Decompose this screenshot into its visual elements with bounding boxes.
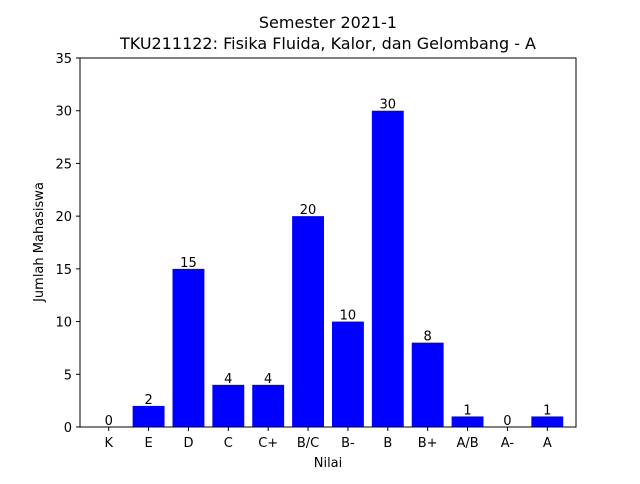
y-axis: 0 5 10 15 20 25 30 35 bbox=[55, 52, 80, 436]
bar-value-label: 0 bbox=[503, 414, 511, 429]
x-tick-label: C bbox=[224, 436, 233, 451]
chart-subtitle: TKU211122: Fisika Fluida, Kalor, dan Gel… bbox=[119, 34, 536, 53]
x-axis-label: Nilai bbox=[314, 456, 343, 471]
x-tick-label: B bbox=[383, 436, 392, 451]
bar-value-label: 1 bbox=[463, 403, 471, 418]
y-tick-label: 0 bbox=[64, 421, 72, 436]
bar bbox=[172, 268, 205, 427]
y-tick-label: 5 bbox=[64, 368, 72, 383]
x-tick-label: A- bbox=[501, 436, 515, 451]
bars-layer bbox=[132, 110, 564, 427]
plot-frame bbox=[79, 57, 577, 428]
bar bbox=[371, 110, 404, 427]
x-tick-label: K bbox=[104, 436, 113, 451]
x-tick-label: C+ bbox=[258, 436, 278, 451]
bar-value-label: 20 bbox=[300, 203, 317, 218]
bar bbox=[531, 416, 564, 427]
bar bbox=[252, 384, 285, 427]
bar-value-label: 0 bbox=[105, 414, 113, 429]
y-tick-label: 25 bbox=[55, 157, 72, 172]
bar bbox=[212, 384, 245, 427]
y-tick-label: 20 bbox=[55, 210, 72, 225]
bar bbox=[292, 216, 325, 427]
x-tick-label: B+ bbox=[418, 436, 438, 451]
bar bbox=[132, 405, 165, 427]
bar bbox=[331, 321, 364, 427]
bar-value-label: 30 bbox=[380, 98, 397, 113]
bar bbox=[411, 342, 444, 427]
y-tick-label: 10 bbox=[55, 316, 72, 331]
bar-value-label: 2 bbox=[144, 393, 152, 408]
bar-value-label: 1 bbox=[543, 403, 551, 418]
bar bbox=[451, 416, 484, 427]
x-tick-label: E bbox=[144, 436, 152, 451]
x-tick-label: B/C bbox=[297, 436, 319, 451]
x-axis: K E D C C+ B/C B- B B+ A/B A- A bbox=[104, 427, 552, 451]
chart-title: Semester 2021-1 bbox=[259, 13, 397, 32]
x-tick-label: B- bbox=[341, 436, 355, 451]
y-axis-label: Jumlah Mahasiswa bbox=[32, 182, 47, 303]
bar-value-label: 4 bbox=[264, 372, 272, 387]
x-tick-label: A/B bbox=[456, 436, 478, 451]
x-tick-label: D bbox=[183, 436, 193, 451]
y-tick-label: 35 bbox=[55, 52, 72, 67]
x-tick-label: A bbox=[543, 436, 552, 451]
bar-value-label: 8 bbox=[424, 330, 432, 345]
y-tick-label: 15 bbox=[55, 263, 72, 278]
bar-value-label: 4 bbox=[224, 372, 232, 387]
y-tick-label: 30 bbox=[55, 105, 72, 120]
bar-value-label: 15 bbox=[180, 256, 197, 271]
bar-value-label: 10 bbox=[340, 309, 357, 324]
